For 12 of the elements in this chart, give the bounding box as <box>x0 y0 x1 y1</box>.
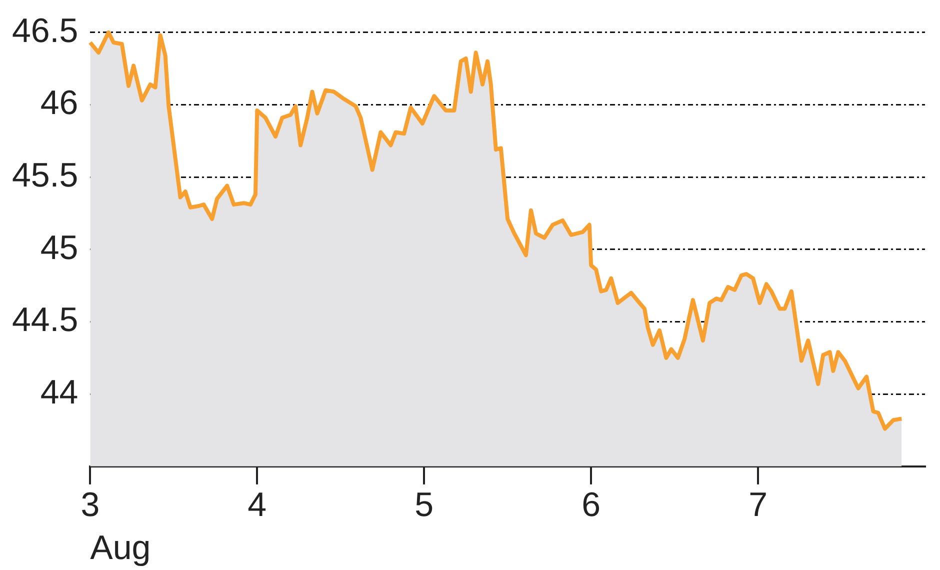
x-tick-label: 3 <box>80 486 100 524</box>
y-tick-label: 44 <box>40 373 78 412</box>
x-tick-label: 6 <box>582 486 601 524</box>
x-tick-label: 7 <box>748 486 768 524</box>
y-tick-label: 45.5 <box>12 156 78 194</box>
x-tick-label: 4 <box>248 486 267 524</box>
x-axis-title: Aug <box>90 528 151 567</box>
y-tick-label: 46.5 <box>12 12 78 50</box>
y-tick-label: 44.5 <box>12 301 78 340</box>
x-tick-label: 5 <box>414 486 434 524</box>
y-tick-label: 46 <box>40 84 78 122</box>
y-tick-label: 45 <box>40 228 78 267</box>
